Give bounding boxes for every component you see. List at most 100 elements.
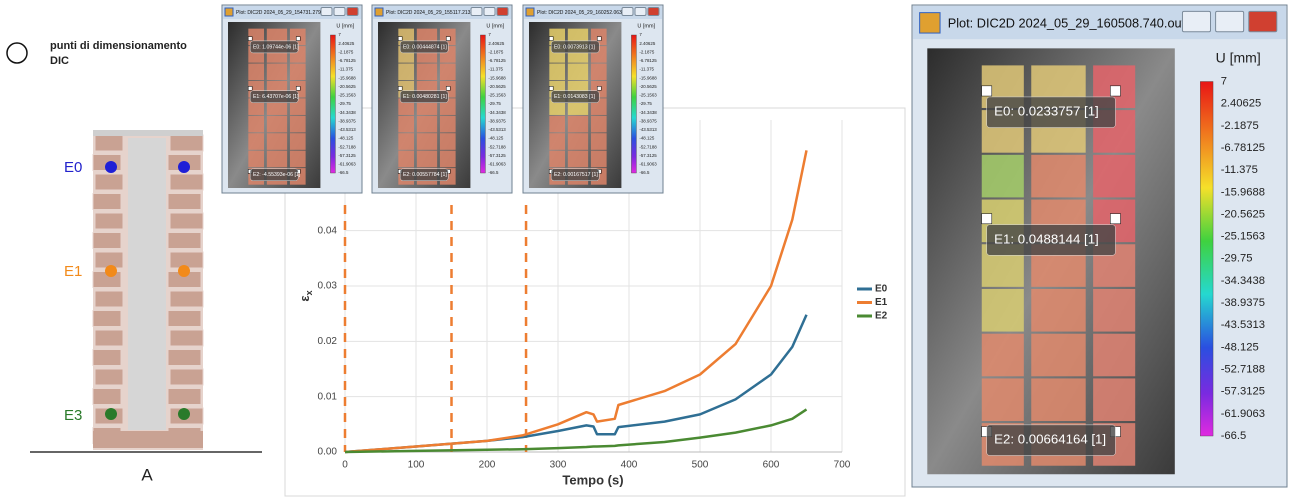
label-box [399, 90, 449, 103]
brick [169, 368, 204, 386]
top-cap [93, 130, 203, 136]
point-label: E0: 1.09744e-06 [1] [253, 44, 299, 50]
app-icon [224, 7, 234, 17]
colorbar-label: -2.1875 [488, 49, 503, 54]
strain-block [439, 133, 456, 150]
strain-block [567, 63, 589, 81]
colorbar-unit: U [mm] [486, 23, 504, 29]
strain-block [248, 133, 265, 150]
window-button[interactable] [1215, 10, 1245, 33]
colorbar-label: -38.9375 [488, 118, 506, 123]
colorbar-label: -6.78125 [488, 58, 506, 63]
strain-block [248, 63, 265, 81]
window-button[interactable] [333, 7, 346, 16]
strain-block [1093, 333, 1136, 377]
window-button[interactable] [483, 7, 496, 16]
colorbar-label: -52.7188 [488, 144, 506, 149]
brick [94, 212, 124, 230]
colorbar-label: -52.7188 [1221, 364, 1265, 376]
legend-circle [6, 42, 28, 64]
series-line [344, 150, 808, 454]
colorbar [330, 34, 336, 174]
brick [92, 349, 122, 366]
strain-block [416, 150, 438, 168]
colorbar-label: 2.40625 [1221, 98, 1262, 110]
strain-block [266, 115, 288, 133]
app-icon [525, 7, 535, 17]
colorbar-label: -52.7188 [639, 144, 657, 149]
brick [94, 368, 124, 386]
colorbar-label: -11.375 [639, 67, 654, 72]
point-label: E0: 0.0233757 [1] [994, 104, 1099, 119]
strain-block [289, 133, 306, 150]
point-label: E1: 0.00480281 [1] [403, 94, 447, 100]
colorbar-label: -48.125 [488, 136, 503, 141]
window-button[interactable] [647, 7, 660, 16]
window-title: Plot: DIC2D 2024_05_29_160508.740.out [948, 16, 1186, 31]
strain-block [590, 150, 607, 168]
legend-label: E1 [875, 297, 888, 308]
window-button[interactable] [496, 7, 509, 16]
strain-block [1031, 154, 1086, 198]
strain-block [1093, 154, 1136, 198]
colorbar-label: -57.3125 [338, 153, 356, 158]
colorbar-label: -34.3438 [338, 110, 356, 115]
window-button[interactable] [346, 7, 359, 16]
point-label: E2: 0.00167517 [1] [554, 172, 598, 178]
colorbar-label: -61.9063 [338, 162, 356, 167]
label-box [550, 168, 600, 181]
column [128, 138, 166, 430]
strain-block [981, 333, 1024, 377]
brick [169, 290, 204, 308]
y-tick-label: 0.02 [318, 336, 338, 347]
label-box [986, 96, 1116, 128]
point-dot [178, 265, 190, 277]
window-button[interactable] [470, 7, 483, 16]
colorbar-label: -66.5 [639, 170, 650, 175]
point-marker [445, 36, 451, 41]
colorbar-label: -11.375 [488, 67, 503, 72]
colorbar-label: -34.3438 [639, 110, 657, 115]
point-marker [1110, 85, 1121, 97]
colorbar-label: -48.125 [1221, 341, 1259, 353]
colorbar-label: -34.3438 [488, 110, 506, 115]
strain-block [289, 115, 306, 133]
strain-block [1093, 288, 1136, 332]
x-tick-label: 0 [342, 460, 348, 471]
colorbar-label: -2.1875 [639, 49, 654, 54]
strain-block [416, 115, 438, 133]
point-dot [105, 265, 117, 277]
window-button[interactable] [634, 7, 647, 16]
colorbar-label: -29.75 [338, 101, 351, 106]
x-tick-label: 300 [550, 460, 567, 471]
strain-block [398, 115, 415, 133]
point-marker [548, 86, 554, 91]
colorbar-label: -15.9688 [1221, 186, 1265, 198]
window-button[interactable] [621, 7, 634, 16]
colorbar-label: -38.9375 [1221, 297, 1265, 309]
strain-block [398, 63, 415, 81]
y-axis-symbol: ε [297, 295, 312, 301]
wall-label: E3 [64, 407, 82, 424]
colorbar-label: -25.1563 [639, 93, 657, 98]
colorbar-label: -6.78125 [338, 58, 356, 63]
strain-block [1093, 378, 1136, 422]
window-button[interactable] [1248, 10, 1278, 33]
colorbar-label: -15.9688 [488, 75, 506, 80]
point-label: E2: 0.00557784 [1] [403, 172, 447, 178]
strain-block [567, 150, 589, 168]
strain-block [590, 133, 607, 150]
label-box [249, 40, 299, 54]
strain-block [439, 150, 456, 168]
note-line: punti di dimensionamento [50, 40, 187, 52]
note-line: DIC [50, 55, 69, 67]
thumbnails: Plot: DIC2D 2024_05_29_154731.279.out E0:… [221, 4, 664, 194]
colorbar-label: 2.40625 [488, 41, 504, 46]
point-label: E1: 0.0143083 [1] [554, 94, 596, 100]
colorbar [631, 34, 637, 174]
window-button[interactable] [1181, 10, 1211, 33]
strain-block [289, 63, 306, 81]
brick [169, 212, 204, 230]
strain-block [398, 150, 415, 168]
window-button[interactable] [320, 7, 333, 16]
